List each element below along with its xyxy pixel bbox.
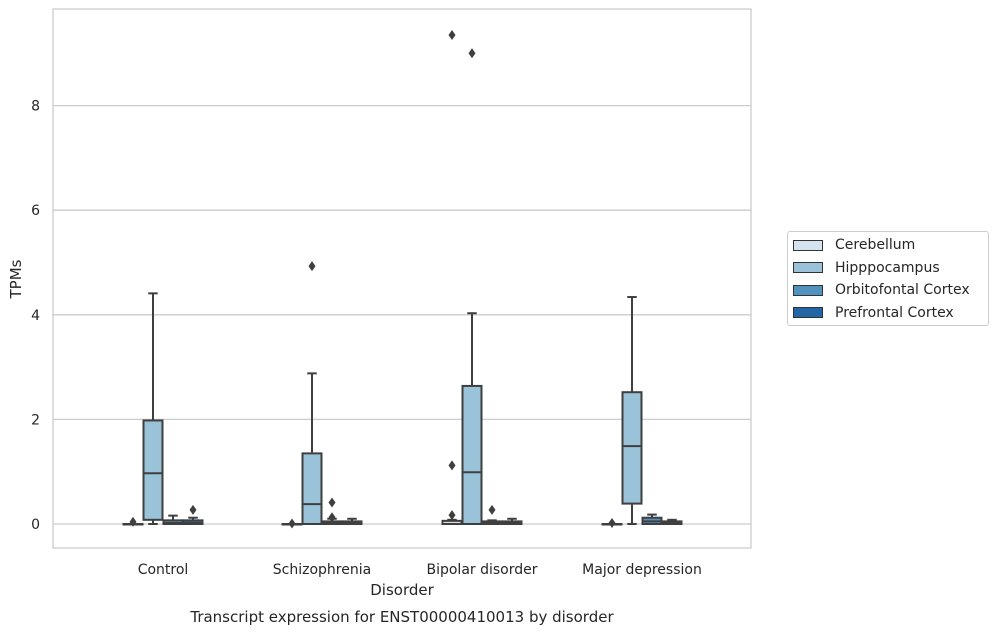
legend-swatch — [793, 262, 823, 273]
box-series — [122, 29, 683, 529]
box-0-2 — [441, 29, 463, 525]
outlier-point — [448, 460, 456, 471]
box-2-1 — [321, 497, 343, 526]
box-3-3 — [661, 518, 683, 526]
x-axis-label: Disorder — [370, 581, 434, 599]
box-body — [461, 384, 483, 526]
legend-label: Cerebellum — [835, 237, 916, 253]
outlier-point — [308, 261, 316, 272]
outlier-point — [288, 518, 296, 529]
outlier-point — [189, 504, 197, 515]
outlier-point — [448, 29, 456, 40]
box-body — [301, 452, 323, 525]
box-0-0 — [122, 516, 144, 527]
legend-label: Prefrontal Cortex — [835, 304, 954, 321]
box-3-1 — [341, 517, 363, 526]
box-1-3 — [621, 296, 643, 525]
outlier-point — [608, 517, 616, 528]
x-tick-label: Control — [138, 562, 189, 578]
y-tick-label: 0 — [31, 517, 40, 533]
box-1-1 — [301, 261, 323, 525]
box-body — [142, 419, 164, 521]
outlier-point — [468, 48, 476, 59]
box-body — [621, 391, 643, 505]
outlier-point — [448, 510, 456, 521]
y-axis-label: TPMs — [7, 259, 25, 299]
y-tick-labels: 0 2 4 6 8 — [31, 99, 40, 533]
outlier-point — [328, 512, 336, 523]
legend-swatch — [793, 239, 823, 251]
x-tick-label: Schizophrenia — [273, 562, 371, 578]
outlier-point — [488, 504, 496, 515]
legend: Cerebellum Hipppocampus Orbitofontal Corte… — [787, 231, 989, 326]
box-0-3 — [601, 517, 623, 528]
legend-label: Orbitofontal Cortex — [835, 282, 970, 298]
legend-swatch — [793, 307, 823, 318]
legend-swatch — [793, 284, 823, 296]
x-tick-label: Major depression — [582, 562, 702, 578]
box-0-1 — [281, 518, 303, 529]
y-tick-label: 4 — [31, 308, 40, 324]
y-tick-label: 6 — [31, 203, 40, 219]
legend-label: Hipppocampus — [835, 259, 940, 276]
box-3-2 — [501, 517, 523, 526]
legend-item: Orbitofontal Cortex — [793, 280, 970, 300]
y-tick-label: 2 — [31, 412, 40, 428]
box-2-0 — [162, 514, 184, 525]
outlier-point — [328, 497, 336, 508]
legend-item: Cerebellum — [793, 235, 915, 255]
legend-item: Hipppocampus — [793, 258, 940, 278]
x-tick-labels: Control Schizophrenia Bipolar disorder Majo… — [138, 562, 702, 578]
box-2-3 — [641, 513, 663, 525]
box-3-0 — [182, 504, 204, 525]
box-1-2 — [461, 48, 483, 526]
plot-frame — [52, 8, 752, 549]
box-2-2 — [481, 504, 503, 526]
y-tick-label: 8 — [31, 99, 40, 115]
box-1-0 — [142, 292, 164, 525]
chart-caption: Transcript expression for ENST0000041001… — [189, 608, 614, 626]
outlier-point — [129, 516, 137, 527]
legend-item: Prefrontal Cortex — [793, 303, 954, 323]
x-tick-label: Bipolar disorder — [426, 562, 537, 578]
